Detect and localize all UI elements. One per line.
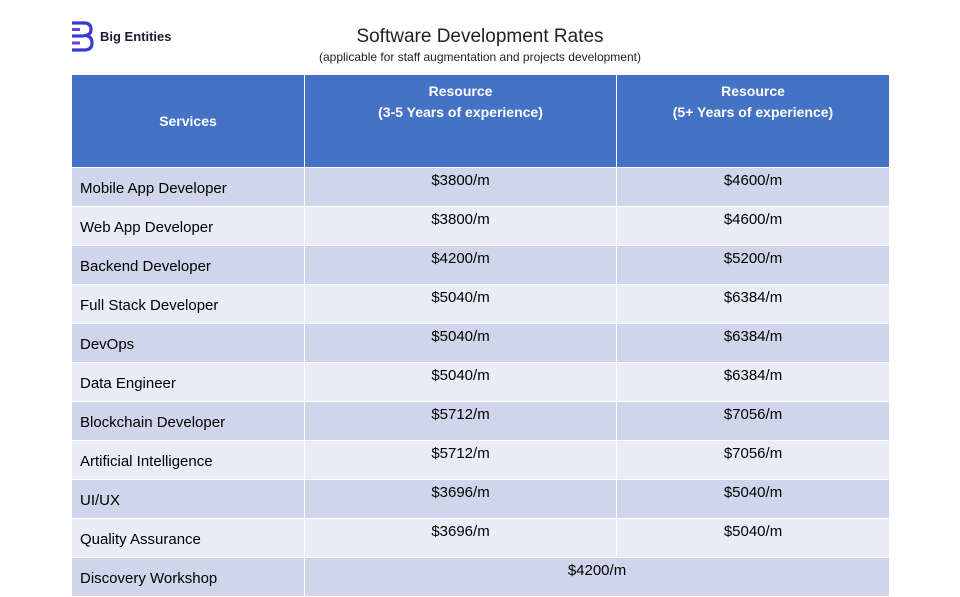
mid-rate: $5712/m <box>304 401 617 441</box>
service-name: Quality Assurance <box>71 518 305 558</box>
workshop-rate: $4200/m <box>304 557 890 597</box>
service-name: Discovery Workshop <box>71 557 305 597</box>
table-header-row: Services Resource (3-5 Years of experien… <box>71 74 890 168</box>
header-mid-line2: (3-5 Years of experience) <box>378 104 543 120</box>
senior-rate: $5040/m <box>616 518 890 558</box>
table-row-workshop: Discovery Workshop $4200/m <box>71 557 890 597</box>
header-senior-line1: Resource <box>721 83 785 99</box>
mid-rate: $3696/m <box>304 518 617 558</box>
table-row: Web App Developer $3800/m $4600/m <box>71 206 890 246</box>
table-row: DevOps $5040/m $6384/m <box>71 323 890 363</box>
service-name: Data Engineer <box>71 362 305 402</box>
header-services: Services <box>71 74 305 168</box>
table-row: Data Engineer $5040/m $6384/m <box>71 362 890 402</box>
senior-rate: $5040/m <box>616 479 890 519</box>
table-row: Full Stack Developer $5040/m $6384/m <box>71 284 890 324</box>
service-name: UI/UX <box>71 479 305 519</box>
service-name: DevOps <box>71 323 305 363</box>
table-row: Blockchain Developer $5712/m $7056/m <box>71 401 890 441</box>
rates-table: Services Resource (3-5 Years of experien… <box>71 74 890 597</box>
mid-rate: $4200/m <box>304 245 617 285</box>
service-name: Blockchain Developer <box>71 401 305 441</box>
mid-rate: $5040/m <box>304 323 617 363</box>
mid-rate: $3696/m <box>304 479 617 519</box>
mid-rate: $5040/m <box>304 362 617 402</box>
senior-rate: $6384/m <box>616 284 890 324</box>
mid-rate: $3800/m <box>304 167 617 207</box>
senior-rate: $4600/m <box>616 206 890 246</box>
mid-rate: $5712/m <box>304 440 617 480</box>
page-subtitle: (applicable for staff augmentation and p… <box>319 50 641 64</box>
service-name: Artificial Intelligence <box>71 440 305 480</box>
senior-rate: $7056/m <box>616 401 890 441</box>
senior-rate: $4600/m <box>616 167 890 207</box>
brand-logo: Big Entities <box>70 20 172 52</box>
service-name: Full Stack Developer <box>71 284 305 324</box>
header-mid-resource: Resource (3-5 Years of experience) <box>304 74 617 168</box>
senior-rate: $6384/m <box>616 362 890 402</box>
page-title: Software Development Rates <box>356 26 604 47</box>
mid-rate: $3800/m <box>304 206 617 246</box>
table-row: Backend Developer $4200/m $5200/m <box>71 245 890 285</box>
service-name: Backend Developer <box>71 245 305 285</box>
service-name: Mobile App Developer <box>71 167 305 207</box>
senior-rate: $7056/m <box>616 440 890 480</box>
senior-rate: $6384/m <box>616 323 890 363</box>
mid-rate: $5040/m <box>304 284 617 324</box>
table-row: Artificial Intelligence $5712/m $7056/m <box>71 440 890 480</box>
header-senior-resource: Resource (5+ Years of experience) <box>616 74 890 168</box>
service-name: Web App Developer <box>71 206 305 246</box>
header-senior-line2: (5+ Years of experience) <box>672 104 834 120</box>
header-mid-line1: Resource <box>428 83 493 99</box>
table-row: UI/UX $3696/m $5040/m <box>71 479 890 519</box>
senior-rate: $5200/m <box>616 245 890 285</box>
table-row: Quality Assurance $3696/m $5040/m <box>71 518 890 558</box>
brand-name: Big Entities <box>100 28 172 44</box>
table-row: Mobile App Developer $3800/m $4600/m <box>71 167 890 207</box>
b-logo-icon <box>72 21 94 52</box>
